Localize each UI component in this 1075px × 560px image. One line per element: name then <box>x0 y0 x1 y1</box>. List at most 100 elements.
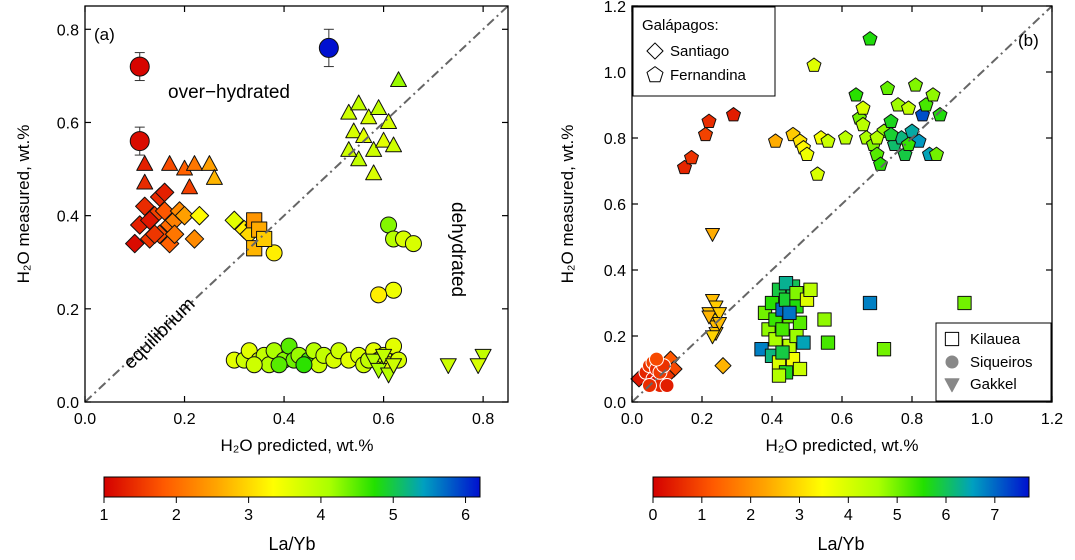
panel-a-point-circle <box>385 281 403 299</box>
panel-a-ticks: 0.0 0.2 0.4 0.6 0.8 0.0 0.2 0.4 0.6 0.8 <box>57 6 508 428</box>
panel-b-point-pentagon <box>925 87 941 102</box>
panel-b-point-square <box>803 282 818 297</box>
panel-a-y-tick-label: 0.4 <box>57 209 79 226</box>
panel-a-point-diamond <box>164 224 185 244</box>
panel-b-point-triangle-down <box>705 227 720 242</box>
panel-b-x-tick-label: 0.4 <box>761 411 783 428</box>
panel-b-point-triangle-down <box>712 307 727 322</box>
panel-a-x-tick-label: 0.2 <box>173 411 195 428</box>
colorbar-b-ticks: 0 1 2 3 4 5 6 7 <box>649 497 999 524</box>
panel-a-y-tick-label: 0.2 <box>57 302 79 319</box>
panel-a-point-diamond <box>184 229 205 249</box>
legend-kilauea-symbol <box>944 331 960 347</box>
panel-a-x-tick-label: 0.0 <box>74 411 96 428</box>
panel-b-point-pentagon <box>701 113 717 128</box>
panel-b-point-pentagon <box>901 136 916 152</box>
panel-b-point-pentagon <box>768 133 783 148</box>
panel-b-x-tick-label: 1.2 <box>1041 411 1063 428</box>
panel-a-point-triangle <box>185 155 203 171</box>
legend-other-symbols <box>944 331 960 393</box>
panel-a-point-triangle-down <box>365 353 383 370</box>
panel-b-label: (b) <box>1018 31 1039 50</box>
panel-a-point-triangle <box>385 136 403 153</box>
panel-b-point-square <box>792 315 808 330</box>
panel-a-point-triangle-down <box>439 358 457 375</box>
panel-b-point-diamond <box>714 357 732 375</box>
panel-b-point-square <box>775 322 790 337</box>
panel-a-point-circle <box>404 235 422 253</box>
panel-b-point-square <box>796 335 811 350</box>
legend-other: Kilauea Siqueiros Gakkel <box>935 322 1052 402</box>
panel-b-point-pentagon <box>855 100 871 115</box>
legend-fernandina-label: Fernandina <box>670 67 747 84</box>
panel-a-point-diamond <box>154 182 175 203</box>
legend-galapagos-title: Galápagos: <box>642 17 719 34</box>
panel-a-point-circle <box>295 356 313 374</box>
panel-b-point-pentagon <box>929 146 944 161</box>
panel-a-point-triangle <box>350 150 368 167</box>
panel-b-point-pentagon <box>855 116 871 132</box>
legend-fernandina-symbol <box>646 66 664 83</box>
legend-galapagos: Galápagos: Santiago Fernandina <box>632 6 776 97</box>
panel-a-point-square <box>256 230 273 248</box>
panel-b-point-square <box>957 295 972 311</box>
panel-a-point-triangle <box>161 155 179 171</box>
panel-a-point-diamond <box>139 210 160 231</box>
panel-a-point-circle <box>129 131 150 152</box>
panel-b-point-circle <box>649 351 664 367</box>
legend-gakkel-symbol <box>944 378 960 393</box>
panel-b-point-pentagon <box>932 107 948 122</box>
colorbar-b-tick-label: 6 <box>942 507 951 524</box>
panel-b-equilibrium-line <box>631 5 1053 403</box>
panel-a-equilibrium-line <box>84 5 509 403</box>
colorbar-a-tick-label: 3 <box>244 507 253 524</box>
panel-b-y-tick-label: 1.0 <box>604 65 626 82</box>
legend-santiago-label: Santiago <box>670 43 729 60</box>
panel-a-point-circle <box>245 356 263 374</box>
panel-b-ticks: 0.0 0.2 0.4 0.6 0.8 1.0 1.2 0.0 0.2 0.4 0.6 0.8 1.0 1… <box>604 0 1063 428</box>
panel-b-point-square <box>820 335 836 350</box>
panel-a-point-triangle <box>136 173 154 190</box>
panel-a-point-diamond <box>125 233 145 254</box>
panel-a-point-triangle-down <box>385 358 403 375</box>
colorbar-b-tick-label: 5 <box>893 507 902 524</box>
panel-b-point-square <box>862 295 878 311</box>
panel-b-point-pentagon <box>684 149 699 165</box>
colorbar-a-tick-label: 4 <box>316 507 325 524</box>
panel-a-point-triangle <box>340 103 358 120</box>
panel-a-point-circle <box>270 356 288 374</box>
panel-a-point-triangle-down <box>474 348 492 365</box>
panel-b-x-tick-label: 0.8 <box>901 411 923 428</box>
panel-a-point-triangle <box>360 108 378 125</box>
panel-a-point-triangle <box>375 131 393 148</box>
colorbar-b-tick-label: 7 <box>990 507 999 524</box>
panel-a-point-triangle <box>200 155 218 171</box>
panel-a-x-tick-label: 0.6 <box>372 411 394 428</box>
panel-b-point-pentagon <box>726 107 741 122</box>
panel-b-x-tick-label: 0.2 <box>691 411 713 428</box>
panel-b-y-tick-label: 0.8 <box>604 131 626 148</box>
colorbar-a-tick-label: 6 <box>461 507 470 524</box>
colorbar-a-tick-label: 1 <box>100 507 109 524</box>
colorbar-a-label: La/Yb <box>268 534 315 554</box>
colorbar-b: 0 1 2 3 4 5 6 7 La/Yb <box>649 476 1030 554</box>
panel-b-point-square <box>876 342 892 357</box>
panel-a-point-triangle <box>365 164 383 181</box>
panel-a-y-tick-label: 0.0 <box>57 395 79 412</box>
panel-b-ylabel: H₂O measured, wt.% <box>558 125 577 284</box>
panel-a-point-triangle <box>370 99 388 115</box>
panel-a-point-triangle-down <box>469 358 487 375</box>
panel-b-point-square <box>775 345 790 360</box>
panel-b-point-pentagon <box>883 113 899 128</box>
panel-b-point-pentagon <box>908 77 923 92</box>
panel-a-point-circle <box>370 286 388 304</box>
colorbar-b-tick-label: 3 <box>795 507 804 524</box>
panel-a-point-circle <box>318 37 339 58</box>
over-hydrated-annotation: over−hydrated <box>168 82 290 103</box>
panel-a-point-triangle <box>205 169 223 185</box>
panel-b-y-tick-label: 0.6 <box>604 197 626 214</box>
panel-b-marks <box>630 31 972 393</box>
colorbar-b-tick-label: 1 <box>697 507 706 524</box>
panel-b-point-pentagon <box>838 130 853 145</box>
